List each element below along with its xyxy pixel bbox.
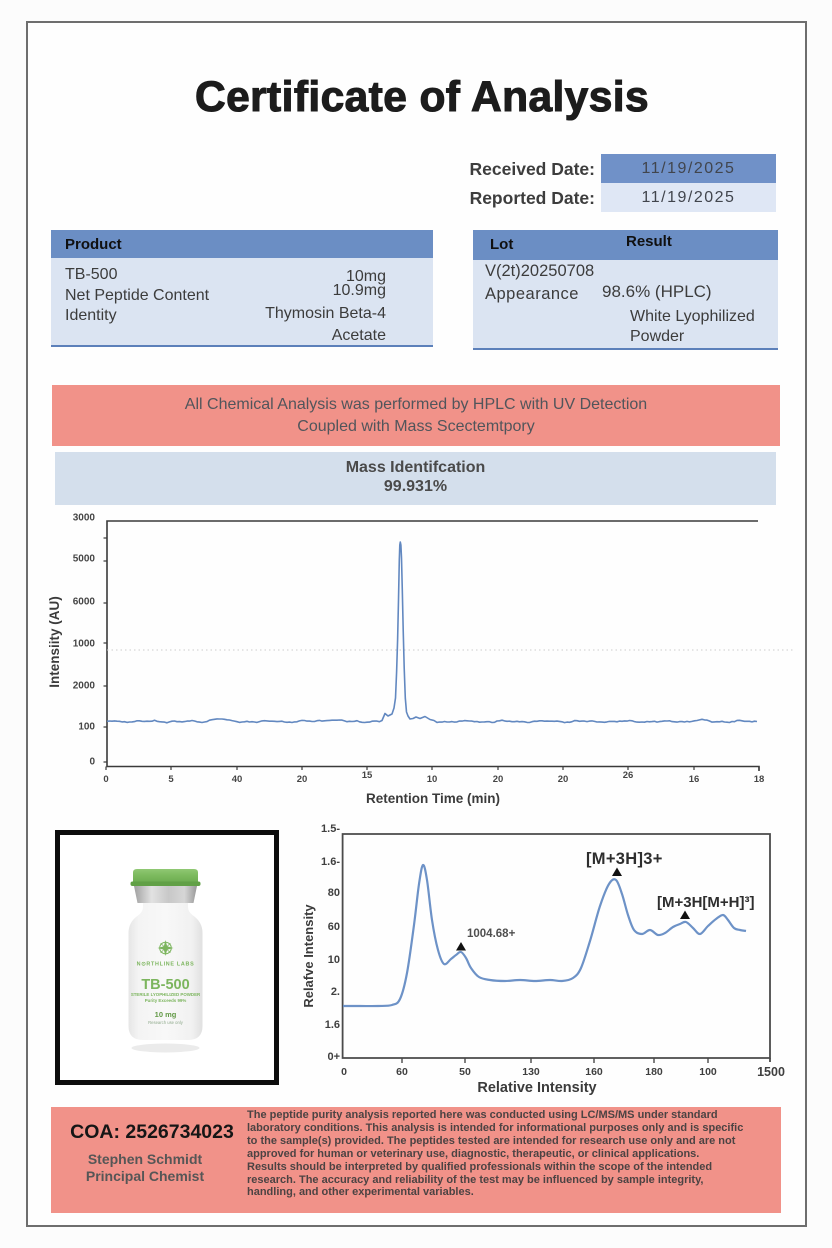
svg-text:60: 60: [328, 921, 340, 933]
svg-text:Relative Intensity: Relative Intensity: [477, 1080, 596, 1096]
svg-text:Research use only: Research use only: [148, 1020, 184, 1025]
svg-text:26: 26: [623, 770, 634, 781]
svg-text:5: 5: [168, 774, 174, 785]
svg-text:130: 130: [522, 1066, 540, 1078]
svg-text:18: 18: [754, 774, 765, 785]
svg-text:Intensiity (AU): Intensiity (AU): [47, 596, 62, 688]
svg-text:3000: 3000: [73, 513, 96, 524]
svg-text:160: 160: [585, 1066, 603, 1078]
svg-text:Retention Time (min): Retention Time (min): [366, 791, 500, 806]
svg-text:0: 0: [103, 774, 108, 785]
svg-text:1.5-: 1.5-: [321, 823, 340, 835]
svg-text:STERILE LYOPHILIZED POWDER: STERILE LYOPHILIZED POWDER: [131, 992, 201, 997]
svg-text:[M+3H[M+H]³]: [M+3H[M+H]³]: [657, 894, 755, 911]
svg-text:20: 20: [297, 774, 308, 785]
svg-text:TB-500: TB-500: [141, 977, 189, 993]
svg-text:1.6-: 1.6-: [321, 856, 340, 868]
svg-text:20: 20: [558, 774, 569, 785]
svg-text:6000: 6000: [73, 597, 96, 608]
svg-text:100: 100: [78, 722, 95, 733]
svg-text:1.6: 1.6: [325, 1019, 340, 1031]
svg-text:180: 180: [645, 1066, 663, 1078]
svg-text:10: 10: [328, 954, 340, 966]
svg-text:50: 50: [459, 1066, 471, 1078]
svg-text:Relafve Intensity: Relafve Intensity: [301, 904, 316, 1008]
svg-text:1500: 1500: [757, 1065, 785, 1079]
svg-text:N⊙RTHLINE LABS: N⊙RTHLINE LABS: [137, 962, 195, 968]
svg-text:20: 20: [493, 774, 504, 785]
svg-text:60: 60: [396, 1066, 408, 1078]
svg-text:16: 16: [689, 774, 700, 785]
svg-text:40: 40: [232, 774, 243, 785]
svg-text:2.: 2.: [331, 986, 340, 998]
svg-text:2000: 2000: [73, 681, 96, 692]
svg-text:0: 0: [341, 1066, 347, 1078]
svg-text:0: 0: [89, 757, 95, 768]
svg-text:5000: 5000: [73, 554, 96, 565]
svg-text:1004.68+: 1004.68+: [467, 928, 516, 940]
svg-text:10 mg: 10 mg: [155, 1010, 177, 1019]
svg-text:0+: 0+: [327, 1051, 340, 1063]
svg-text:10: 10: [427, 774, 438, 785]
svg-text:100: 100: [699, 1066, 717, 1078]
svg-text:Purity Exceeds 99%: Purity Exceeds 99%: [145, 998, 187, 1003]
svg-text:1000: 1000: [73, 639, 96, 650]
svg-text:[M+3H]3+: [M+3H]3+: [586, 850, 663, 868]
svg-text:80: 80: [328, 887, 340, 899]
svg-text:15: 15: [362, 770, 373, 781]
